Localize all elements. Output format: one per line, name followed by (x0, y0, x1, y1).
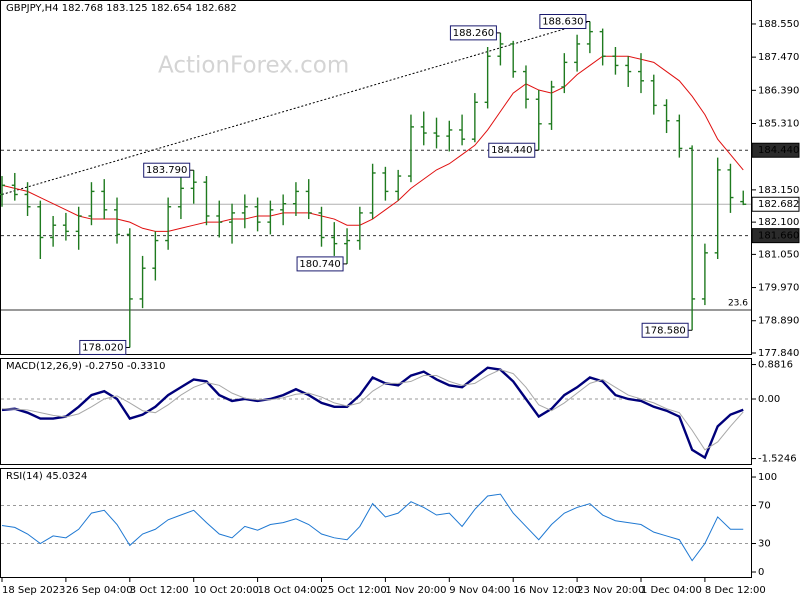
annotation-label: 178.020 (82, 342, 123, 353)
annotation-box (296, 256, 344, 272)
x-tick-label: 1 Dec 04:00 (641, 585, 702, 596)
y-tick-label: 0.8816 (758, 360, 793, 371)
x-tick-label: 9 Nov 04:00 (449, 585, 510, 596)
y-tick-label: 0.00 (758, 394, 780, 405)
y-tick-label: 188.550 (758, 19, 799, 30)
annotation-box (539, 14, 587, 30)
annotation-box (488, 142, 536, 158)
y-tick-label: 70 (758, 501, 771, 512)
annotation-label: 188.630 (542, 17, 583, 28)
y-tick-label: 0 (758, 567, 764, 578)
annotation-box (79, 339, 127, 355)
y-tick-label: 186.390 (758, 85, 799, 96)
panel-frame (0, 0, 752, 355)
annotation-label: 178.580 (644, 325, 685, 336)
level-label: 184.440 (758, 145, 799, 156)
x-tick-label: 10 Oct 20:00 (194, 585, 259, 596)
x-tick-label: 16 Nov 12:00 (513, 585, 580, 596)
x-tick-label: 1 Nov 20:00 (385, 585, 446, 596)
annotation-box (143, 162, 191, 178)
panel-frame (0, 358, 752, 465)
x-tick-label: 23 Nov 20:00 (577, 585, 644, 596)
x-tick-label: 3 Oct 12:00 (130, 585, 189, 596)
y-tick-label: 183.150 (758, 185, 799, 196)
fib-label: 23.6 (728, 298, 748, 308)
panel-title: MACD(12,26,9) -0.2750 -0.3310 (6, 361, 166, 372)
y-tick-label: 185.310 (758, 119, 799, 130)
indicator-line (1, 369, 744, 451)
annotation-label: 183.790 (146, 165, 187, 176)
level-tag (751, 228, 800, 244)
x-tick-label: 18 Oct 04:00 (258, 585, 323, 596)
level-label: 182.682 (758, 199, 799, 210)
panel-title: RSI(14) 45.0324 (6, 471, 87, 482)
watermark: ActionForex.com (158, 53, 349, 79)
x-tick-label: 8 Dec 12:00 (705, 585, 766, 596)
y-tick-label: -1.5246 (758, 454, 797, 465)
y-tick-label: 182.100 (758, 217, 799, 228)
x-tick-label: 25 Oct 12:00 (322, 585, 387, 596)
annotation-label: 184.440 (491, 145, 532, 156)
x-tick-label: 26 Sep 04:00 (66, 585, 133, 596)
x-tick-label: 18 Sep 2023 (2, 585, 65, 596)
annotation-box (449, 25, 497, 41)
panel-title: GBPJPY,H4 182.768 183.125 182.654 182.68… (6, 3, 237, 14)
annotation-box (641, 322, 689, 338)
level-tag (751, 196, 800, 212)
y-tick-label: 178.890 (758, 316, 799, 327)
y-tick-label: 179.970 (758, 283, 799, 294)
y-tick-label: 100 (758, 472, 777, 483)
annotation-label: 188.260 (453, 28, 494, 39)
y-tick-label: 181.050 (758, 249, 799, 260)
y-tick-label: 187.470 (758, 52, 799, 63)
y-tick-label: 30 (758, 539, 771, 550)
indicator-line (1, 493, 744, 562)
panel-frame (0, 468, 752, 578)
level-tag (751, 142, 800, 158)
level-label: 181.660 (758, 231, 799, 242)
annotation-label: 180.740 (299, 259, 340, 270)
indicator-line (1, 366, 744, 460)
y-tick-label: 177.840 (758, 348, 799, 359)
